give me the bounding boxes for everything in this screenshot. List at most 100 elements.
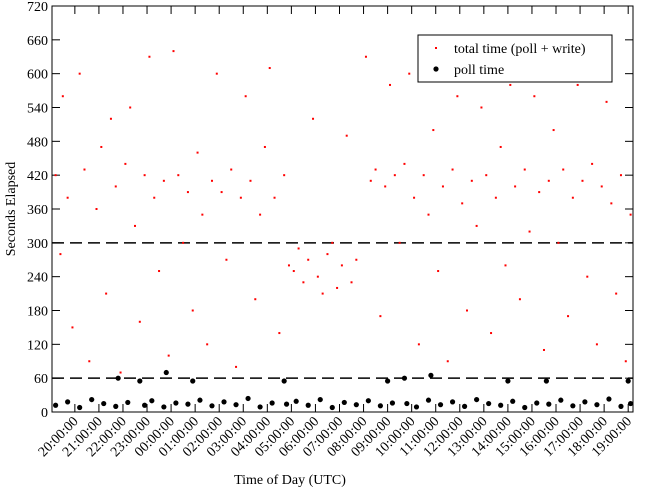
point	[558, 397, 564, 403]
y-tick-label: 600	[27, 68, 48, 83]
point	[336, 286, 339, 289]
point	[428, 372, 434, 378]
point	[129, 106, 132, 109]
point	[364, 55, 367, 58]
point	[317, 396, 323, 403]
point	[494, 196, 497, 199]
point	[201, 213, 204, 216]
point	[254, 298, 257, 301]
point	[629, 213, 632, 216]
point	[221, 399, 227, 405]
point	[235, 365, 238, 368]
point	[297, 247, 300, 250]
point	[173, 400, 179, 406]
point	[209, 403, 215, 409]
point	[591, 162, 594, 165]
point	[307, 258, 310, 261]
point	[153, 196, 156, 199]
point	[542, 348, 545, 351]
point	[547, 179, 550, 182]
point	[509, 83, 512, 86]
point	[403, 162, 406, 165]
point	[562, 168, 565, 171]
point	[470, 179, 473, 182]
point	[215, 72, 218, 75]
y-tick-label: 300	[27, 237, 48, 252]
point	[206, 343, 209, 346]
point	[594, 402, 600, 408]
point	[142, 402, 148, 408]
point	[257, 404, 263, 410]
x-axis-label: Time of Day (UTC)	[234, 473, 346, 488]
point	[100, 145, 103, 148]
point	[230, 168, 233, 171]
point	[498, 402, 504, 408]
point	[427, 213, 430, 216]
y-tick-label: 480	[27, 135, 48, 150]
point	[625, 378, 631, 384]
point	[522, 404, 528, 411]
point	[353, 402, 359, 408]
point	[190, 378, 196, 384]
y-tick-label: 540	[27, 102, 48, 117]
point	[125, 399, 131, 406]
point	[533, 95, 536, 98]
point	[114, 185, 117, 188]
point	[466, 309, 468, 312]
point	[101, 400, 107, 407]
point	[162, 179, 165, 182]
y-tick-label: 720	[27, 0, 48, 15]
point	[365, 398, 371, 404]
point	[61, 95, 64, 98]
point	[326, 253, 329, 256]
point	[341, 399, 347, 406]
point	[137, 378, 143, 384]
point	[95, 208, 98, 210]
point	[259, 213, 262, 216]
point	[88, 360, 91, 363]
point	[570, 403, 576, 409]
point	[113, 403, 119, 409]
point	[474, 396, 480, 403]
legend-marker	[433, 66, 439, 72]
point	[417, 343, 420, 346]
point	[287, 264, 290, 267]
point	[557, 241, 560, 244]
point	[475, 224, 478, 227]
point	[401, 375, 408, 381]
point	[619, 174, 622, 177]
point	[408, 72, 411, 75]
point	[437, 402, 444, 408]
point	[499, 145, 502, 148]
point	[610, 202, 613, 205]
point	[490, 332, 493, 335]
point	[441, 185, 444, 188]
point	[567, 315, 570, 318]
point	[316, 275, 319, 278]
point	[543, 378, 549, 384]
y-tick-label: 360	[27, 203, 48, 218]
point	[576, 83, 579, 86]
point	[239, 196, 242, 199]
point	[149, 398, 155, 404]
point	[134, 224, 136, 227]
y-tick-label: 120	[27, 338, 48, 353]
point	[586, 275, 589, 278]
point	[263, 145, 266, 148]
point	[77, 404, 83, 411]
point	[65, 399, 71, 405]
point	[627, 400, 634, 407]
point	[393, 174, 396, 177]
point	[422, 174, 425, 177]
point	[606, 396, 612, 402]
point	[534, 400, 540, 406]
point	[138, 320, 141, 323]
point	[446, 360, 449, 363]
point	[350, 281, 353, 284]
point	[119, 371, 122, 374]
point	[197, 397, 203, 403]
point	[115, 375, 121, 381]
point	[124, 162, 127, 165]
point	[233, 402, 239, 408]
point	[379, 315, 382, 318]
